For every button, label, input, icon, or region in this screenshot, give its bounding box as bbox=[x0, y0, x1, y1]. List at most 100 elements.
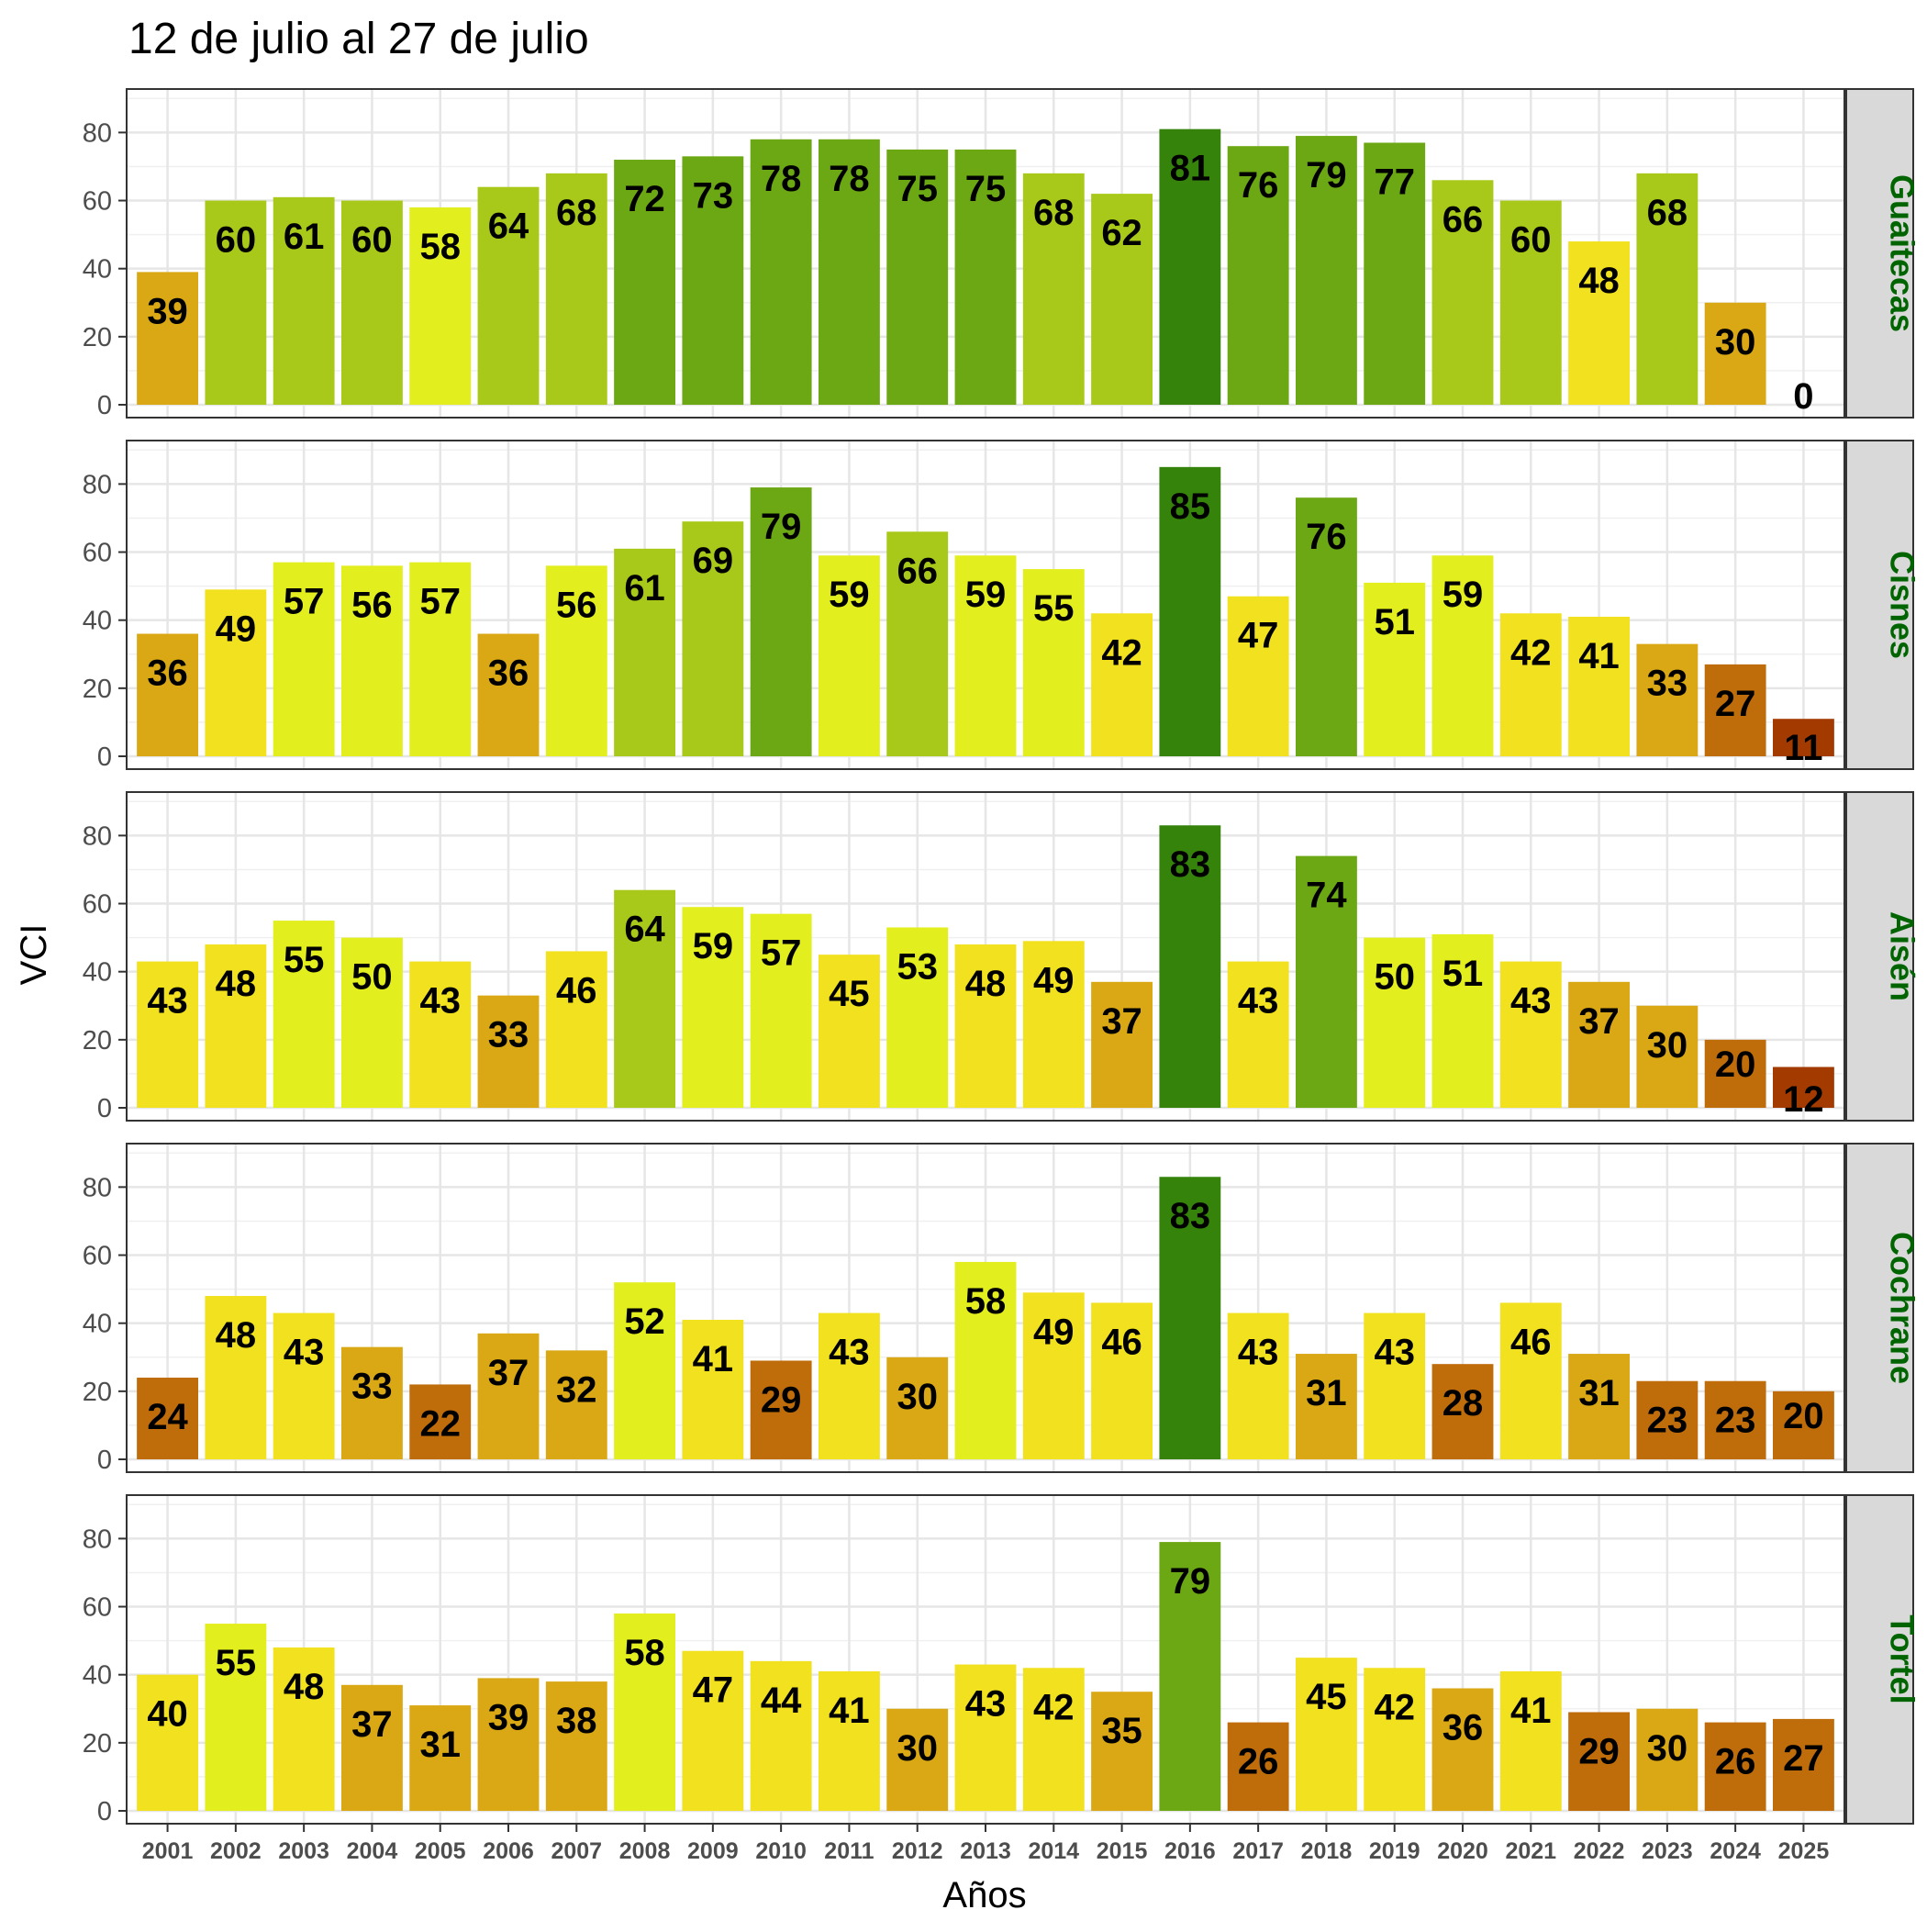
data-label: 41 bbox=[693, 1339, 734, 1379]
y-tick-label: 60 bbox=[83, 1242, 112, 1271]
data-label: 41 bbox=[1578, 636, 1620, 676]
data-label: 64 bbox=[624, 910, 665, 950]
data-label: 49 bbox=[216, 609, 257, 649]
data-label: 30 bbox=[1647, 1728, 1688, 1769]
x-tick-label: 2010 bbox=[755, 1838, 807, 1864]
data-label: 60 bbox=[1510, 220, 1552, 261]
data-label: 48 bbox=[284, 1667, 325, 1707]
y-tick-label: 20 bbox=[83, 675, 112, 704]
data-label: 58 bbox=[624, 1633, 665, 1673]
data-label: 75 bbox=[965, 169, 1007, 209]
data-label: 24 bbox=[147, 1397, 188, 1437]
data-label: 29 bbox=[1578, 1731, 1620, 1771]
data-label: 72 bbox=[624, 179, 665, 219]
x-tick-label: 2014 bbox=[1028, 1838, 1079, 1864]
x-tick-label: 2003 bbox=[278, 1838, 329, 1864]
x-tick-label: 2017 bbox=[1232, 1838, 1284, 1864]
y-tick-label: 40 bbox=[83, 1310, 112, 1339]
data-label: 43 bbox=[965, 1684, 1007, 1725]
data-label: 74 bbox=[1306, 876, 1347, 916]
data-label: 28 bbox=[1442, 1383, 1484, 1424]
data-label: 66 bbox=[1442, 199, 1484, 240]
data-label: 43 bbox=[829, 1333, 870, 1373]
data-label: 41 bbox=[829, 1691, 870, 1731]
y-tick-label: 80 bbox=[83, 821, 112, 851]
data-label: 23 bbox=[1715, 1401, 1756, 1441]
data-label: 58 bbox=[965, 1281, 1007, 1322]
data-label: 57 bbox=[419, 582, 461, 622]
data-label: 47 bbox=[693, 1670, 734, 1711]
data-label: 27 bbox=[1715, 684, 1756, 724]
x-tick-label: 2015 bbox=[1097, 1838, 1148, 1864]
data-label: 55 bbox=[216, 1643, 257, 1683]
y-tick-label: 0 bbox=[97, 391, 112, 420]
y-tick-label: 60 bbox=[83, 890, 112, 920]
data-label: 61 bbox=[624, 568, 665, 609]
data-label: 59 bbox=[965, 575, 1007, 615]
x-tick-label: 2018 bbox=[1301, 1838, 1353, 1864]
data-label: 36 bbox=[147, 653, 188, 694]
y-tick-label: 0 bbox=[97, 1094, 112, 1123]
data-label: 43 bbox=[419, 981, 461, 1022]
data-label: 46 bbox=[1101, 1322, 1142, 1362]
data-label: 75 bbox=[897, 169, 938, 209]
data-label: 66 bbox=[897, 551, 938, 591]
y-tick-label: 80 bbox=[83, 1524, 112, 1554]
y-tick-label: 0 bbox=[97, 1797, 112, 1826]
data-label: 22 bbox=[419, 1403, 461, 1444]
data-label: 44 bbox=[761, 1681, 802, 1721]
data-label: 30 bbox=[897, 1377, 938, 1417]
y-tick-label: 40 bbox=[83, 958, 112, 988]
x-tick-label: 2013 bbox=[960, 1838, 1011, 1864]
data-label: 26 bbox=[1715, 1742, 1756, 1782]
data-label: 51 bbox=[1442, 954, 1484, 994]
data-label: 60 bbox=[351, 220, 393, 261]
y-tick-label: 0 bbox=[97, 1446, 112, 1475]
data-label: 85 bbox=[1170, 486, 1211, 527]
y-tick-label: 60 bbox=[83, 187, 112, 217]
x-tick-label: 2025 bbox=[1778, 1838, 1830, 1864]
data-label: 45 bbox=[829, 974, 870, 1014]
data-label: 20 bbox=[1715, 1044, 1756, 1085]
data-label: 61 bbox=[284, 217, 325, 257]
facet-strip-label: Cisnes bbox=[1884, 551, 1921, 659]
facet-strip-label: Tortel bbox=[1884, 1614, 1921, 1703]
data-label: 58 bbox=[419, 227, 461, 267]
x-tick-label: 2001 bbox=[142, 1838, 194, 1864]
x-tick-label: 2011 bbox=[824, 1838, 874, 1864]
data-label: 59 bbox=[829, 575, 870, 615]
x-tick-label: 2007 bbox=[551, 1838, 602, 1864]
data-label: 31 bbox=[1306, 1373, 1347, 1413]
data-label: 43 bbox=[147, 981, 188, 1022]
data-label: 43 bbox=[1238, 1333, 1279, 1373]
data-label: 57 bbox=[761, 933, 802, 974]
y-tick-label: 40 bbox=[83, 255, 112, 285]
data-label: 23 bbox=[1647, 1401, 1688, 1441]
data-label: 33 bbox=[351, 1367, 393, 1407]
y-tick-label: 60 bbox=[83, 539, 112, 568]
y-tick-label: 40 bbox=[83, 1661, 112, 1691]
data-label: 46 bbox=[1510, 1322, 1552, 1362]
data-label: 46 bbox=[556, 970, 597, 1011]
x-tick-label: 2020 bbox=[1437, 1838, 1488, 1864]
data-label: 30 bbox=[1715, 322, 1756, 363]
data-label: 42 bbox=[1033, 1687, 1075, 1727]
facet-strip-label: Cochrane bbox=[1884, 1232, 1921, 1384]
data-label: 48 bbox=[965, 964, 1007, 1004]
data-label: 29 bbox=[761, 1379, 802, 1420]
chart-title: 12 de julio al 27 de julio bbox=[128, 15, 589, 63]
data-label: 62 bbox=[1101, 213, 1142, 253]
y-tick-label: 0 bbox=[97, 743, 112, 772]
data-label: 68 bbox=[1033, 193, 1075, 233]
data-label: 37 bbox=[1578, 1001, 1620, 1042]
x-tick-label: 2012 bbox=[892, 1838, 943, 1864]
y-tick-label: 20 bbox=[83, 1026, 112, 1055]
